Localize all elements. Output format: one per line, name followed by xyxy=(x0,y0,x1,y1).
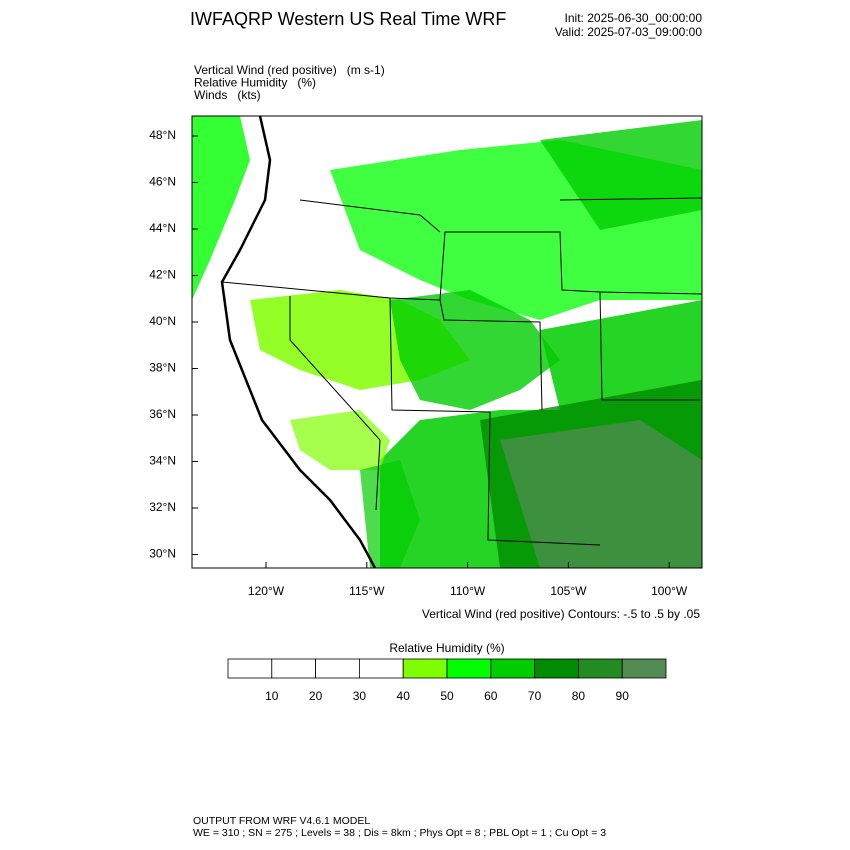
lat-label: 44°N xyxy=(149,221,176,235)
field-unit: (m s-1) xyxy=(347,63,385,77)
colorbar-box xyxy=(402,658,448,679)
colorbar-box xyxy=(621,658,667,679)
lat-label: 34°N xyxy=(149,454,176,468)
colorbar-tick-label: 80 xyxy=(572,689,586,703)
colorbar-tick-label: 30 xyxy=(353,689,367,703)
field-list: Vertical Wind (red positive) (m s-1) Relat… xyxy=(194,63,385,102)
colorbar-box xyxy=(227,658,273,679)
colorbar-box xyxy=(271,658,316,679)
lon-labels: 120°W 115°W 110°W 105°W 100°W xyxy=(248,562,688,598)
lon-label: 115°W xyxy=(349,584,385,598)
field-name: Vertical Wind (red positive) xyxy=(194,63,337,77)
colorbar-box xyxy=(534,658,579,679)
colorbar-tick-label: 20 xyxy=(309,689,323,703)
colorbar-box xyxy=(578,658,623,679)
footer-line: WE = 310 ; SN = 275 ; Levels = 38 ; Dis … xyxy=(193,827,606,839)
colorbar-tick-label: 60 xyxy=(484,689,498,703)
lat-label: 42°N xyxy=(149,268,176,282)
lat-label: 48°N xyxy=(149,128,176,142)
lat-label: 40°N xyxy=(149,314,176,328)
colorbar-box xyxy=(490,658,535,679)
field-unit: (%) xyxy=(297,76,316,90)
lat-label: 38°N xyxy=(149,361,176,375)
contour-note: Vertical Wind (red positive) Contours: -… xyxy=(422,607,700,621)
lon-label: 105°W xyxy=(550,584,587,598)
colorbar-title: Relative Humidity (%) xyxy=(389,641,504,655)
lat-label: 36°N xyxy=(149,407,176,421)
colorbar-tick-label: 10 xyxy=(265,689,279,703)
colorbar-box xyxy=(315,658,360,679)
colorbar-tick-label: 50 xyxy=(440,689,454,703)
lon-label: 120°W xyxy=(248,584,285,598)
lat-label: 32°N xyxy=(149,500,176,514)
map xyxy=(192,116,702,568)
lat-label: 46°N xyxy=(149,175,176,189)
valid-time: Valid: 2025-07-03_09:00:00 xyxy=(555,25,703,39)
lon-label: 100°W xyxy=(651,584,688,598)
lat-label: 30°N xyxy=(149,547,176,561)
footer-line: OUTPUT FROM WRF V4.6.1 MODEL xyxy=(193,815,370,827)
init-time: Init: 2025-06-30_00:00:00 xyxy=(565,11,703,25)
field-unit: (kts) xyxy=(237,88,260,102)
colorbar-tick-label: 70 xyxy=(528,689,542,703)
lat-labels: 48°N 46°N 44°N 42°N 40°N 38°N 36°N 34°N 32°N 30°N xyxy=(149,128,198,561)
colorbar-box xyxy=(358,658,404,679)
colorbar-tick-label: 40 xyxy=(397,689,411,703)
lon-label: 110°W xyxy=(450,584,486,598)
colorbar: 10 20 30 40 50 60 70 80 90 xyxy=(227,658,667,703)
field-name: Relative Humidity xyxy=(194,76,287,90)
title: IWFAQRP Western US Real Time WRF xyxy=(190,9,506,29)
colorbar-box xyxy=(446,658,492,679)
field-name: Winds xyxy=(194,88,227,102)
colorbar-tick-label: 90 xyxy=(616,689,630,703)
map-frame xyxy=(191,115,703,569)
